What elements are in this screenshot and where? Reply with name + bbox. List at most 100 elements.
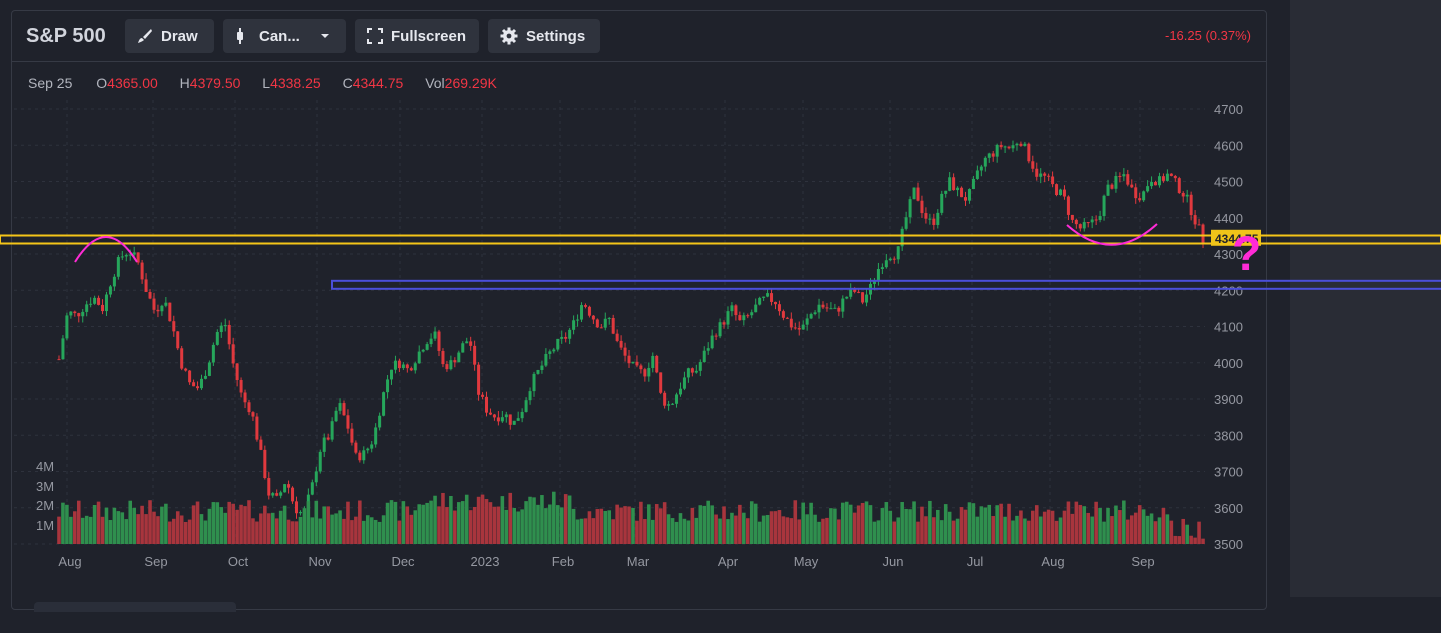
candle-body [378, 415, 382, 428]
candle-body [1142, 191, 1146, 201]
volume-bar [963, 509, 968, 544]
volume-bar [789, 518, 794, 544]
candle-body [635, 361, 639, 366]
volume-bar [160, 506, 164, 544]
volume-tick-label: 4M [36, 459, 54, 474]
volume-bar [928, 500, 932, 544]
candle-body [508, 414, 512, 425]
candle-body [291, 487, 295, 502]
volume-bar [1094, 501, 1098, 544]
volume-bar [591, 518, 596, 544]
volume-bar [892, 521, 897, 544]
volume-bar [975, 516, 980, 544]
volume-bar [73, 511, 77, 544]
chart-toolbar: S&P 500 Draw Can... Fullscreen [12, 11, 1266, 62]
candle-body [247, 402, 251, 413]
candle-body [603, 318, 607, 328]
candle-body [389, 369, 394, 380]
price-tick-label: 4500 [1214, 175, 1243, 190]
gear-icon [500, 27, 518, 45]
x-axis-label: Jun [883, 554, 904, 569]
candle-body [512, 420, 516, 425]
candle-body [251, 412, 255, 417]
close-label: C [342, 75, 353, 91]
volume-bar [936, 509, 940, 544]
volume-bar [805, 514, 809, 544]
volume-bar [294, 521, 299, 544]
candle-body [983, 157, 987, 167]
chart-type-dropdown[interactable]: Can... [223, 19, 346, 53]
candle-body [773, 301, 777, 305]
candle-body [453, 360, 457, 363]
candle-body [318, 451, 322, 472]
candle-body [1090, 219, 1094, 223]
settings-button[interactable]: Settings [488, 19, 600, 53]
volume-bar [215, 502, 220, 544]
candle-body [219, 325, 223, 333]
candle-body [1185, 194, 1189, 197]
volume-bar [449, 495, 453, 544]
volume-bar [761, 515, 766, 544]
candle-body [370, 444, 374, 449]
candle-body [57, 359, 61, 361]
volume-bar [943, 504, 948, 544]
bottom-tab[interactable] [34, 602, 236, 612]
candle-body [85, 304, 89, 312]
ohlc-legend: Sep 25 O4365.00 H4379.50 L4338.25 C4344.… [28, 75, 515, 91]
candle-body [888, 258, 892, 261]
volume-bar [401, 501, 406, 544]
candle-body [663, 392, 667, 406]
x-axis-label: 2023 [471, 554, 500, 569]
volume-bar [1126, 519, 1130, 544]
x-axis-label: Nov [308, 554, 332, 569]
volume-bar [385, 502, 390, 544]
volume-bar [171, 518, 176, 544]
candle-body [924, 213, 928, 219]
volume-tick-label: 3M [36, 479, 54, 494]
candle-body [564, 336, 568, 339]
candle-body [421, 349, 425, 352]
candle-body [766, 293, 770, 297]
price-tick-label: 4000 [1214, 356, 1243, 371]
candle-body [449, 360, 453, 370]
candle-body [770, 293, 774, 302]
fullscreen-button[interactable]: Fullscreen [355, 19, 479, 53]
volume-bar [65, 504, 69, 544]
volume-bar [967, 502, 972, 544]
candle-body [536, 369, 540, 374]
volume-bar [488, 502, 493, 544]
candle-body [354, 442, 358, 453]
volume-bar [777, 510, 782, 544]
price-tick-label: 4700 [1214, 102, 1243, 117]
candle-body [857, 291, 861, 293]
candle-body [330, 421, 334, 440]
candle-body [1066, 196, 1070, 215]
candle-body [199, 378, 203, 389]
candle-body [655, 355, 659, 373]
volume-bar [837, 519, 841, 544]
volume-bar [100, 516, 105, 544]
draw-button[interactable]: Draw [125, 19, 214, 53]
x-axis-label: May [794, 554, 819, 569]
volume-bar [136, 514, 140, 544]
volume-bar [1110, 516, 1114, 544]
candle-body [93, 297, 97, 304]
volume-bar [1157, 517, 1162, 544]
candle-body [89, 303, 93, 305]
candle-body [298, 512, 302, 514]
candle-body [128, 254, 132, 256]
volume-bar [413, 510, 418, 544]
volume-bar [480, 494, 485, 544]
candle-body [1110, 184, 1114, 189]
volume-bar [1161, 507, 1166, 544]
volume-bar [686, 520, 691, 544]
candle-body [192, 382, 196, 387]
candle-body [544, 353, 548, 366]
volume-bar [1086, 512, 1091, 544]
candle-body [718, 322, 722, 337]
candle-body [599, 327, 603, 329]
candle-body [956, 187, 960, 191]
volume-bar [991, 516, 995, 544]
candle-body [1035, 168, 1039, 177]
